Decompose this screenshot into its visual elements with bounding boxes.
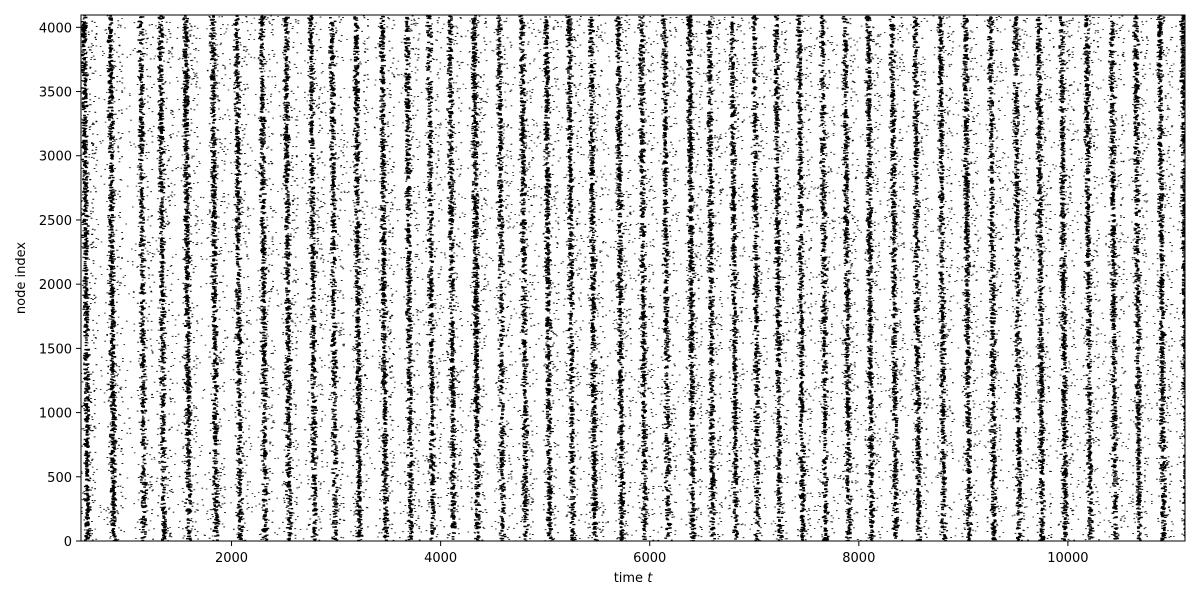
y-tick-label: 3000 <box>39 150 72 165</box>
y-tick-label: 500 <box>47 471 72 486</box>
y-tick-label: 2000 <box>39 278 72 293</box>
y-tick-label: 2500 <box>39 214 72 229</box>
x-tick-label: 6000 <box>633 551 666 566</box>
plot-frame <box>80 14 1186 542</box>
x-tick-label: 10000 <box>1047 551 1088 566</box>
x-tick-label: 8000 <box>842 551 875 566</box>
x-axis-label: time t <box>614 571 654 586</box>
y-tick-label: 4000 <box>39 21 72 36</box>
y-axis-label: node index <box>14 242 29 314</box>
x-tick-label: 2000 <box>215 551 248 566</box>
y-tick-label: 0 <box>64 535 72 550</box>
spike-point-cloud <box>81 15 1185 541</box>
x-axis-label-text: time <box>614 571 643 586</box>
y-tick-label: 1500 <box>39 342 72 357</box>
x-axis-label-variable: t <box>647 571 653 586</box>
x-tick-label: 4000 <box>424 551 457 566</box>
y-axis-ticks: 0 500 1000 1500 2000 2500 3000 3500 4000 <box>39 21 81 550</box>
x-axis-ticks: 2000 4000 6000 8000 10000 <box>215 541 1089 566</box>
y-tick-label: 3500 <box>39 86 72 101</box>
y-tick-label: 1000 <box>39 407 72 422</box>
spike-points <box>81 15 1185 541</box>
